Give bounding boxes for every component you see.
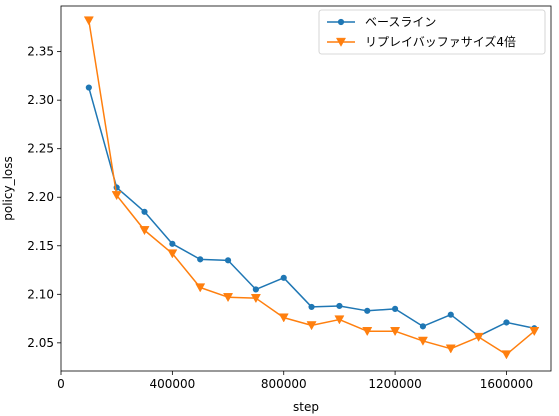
series-2-point	[334, 315, 345, 325]
series-1-point	[503, 319, 510, 326]
series-2-point	[278, 313, 289, 323]
series-2	[83, 16, 540, 360]
y-axis-label: policy_loss	[1, 156, 15, 221]
x-tick-label: 400000	[149, 377, 195, 391]
series-1-point	[419, 323, 427, 330]
x-tick-label: 1200000	[368, 377, 421, 391]
series-1-point	[364, 307, 371, 314]
series-2-point	[167, 249, 178, 259]
series-2-point	[473, 332, 484, 342]
series-1-point	[224, 257, 232, 264]
legend-item-1: ベースライン	[327, 15, 436, 29]
plot-frame	[60, 5, 552, 372]
x-tick-label: 0	[57, 377, 65, 391]
series-2-point	[306, 321, 317, 331]
series-2-point	[362, 327, 373, 337]
y-tick-label: 2.05	[27, 336, 54, 350]
series-2-point	[529, 327, 540, 337]
series-1-point	[197, 256, 204, 263]
series-2-point	[83, 16, 94, 26]
series-2-point	[501, 350, 512, 360]
series-2-point	[139, 226, 150, 236]
x-axis-label: step	[293, 400, 319, 414]
series-1-point	[169, 240, 176, 247]
legend-marker	[335, 37, 347, 47]
x-axis: 0 400000 800000 1200000 1600000	[57, 371, 533, 391]
y-tick-label: 2.30	[27, 93, 54, 107]
y-tick-label: 2.35	[27, 45, 54, 59]
y-tick-label: 2.20	[27, 190, 54, 204]
legend-box	[318, 9, 546, 55]
legend-label: ベースライン	[365, 15, 436, 29]
series-1-point	[141, 208, 148, 215]
x-tick-label: 800000	[261, 377, 307, 391]
series-1-point	[308, 303, 315, 311]
legend-item-2: リプレイバッファサイズ4倍	[327, 34, 516, 49]
y-tick-label: 2.15	[27, 239, 54, 253]
series-2-point	[223, 293, 234, 303]
series-1-point	[447, 311, 454, 318]
series-2-point	[390, 327, 401, 337]
series-1-point	[252, 286, 259, 293]
series-1-point	[280, 274, 287, 281]
legend-label: リプレイバッファサイズ4倍	[365, 34, 516, 49]
x-tick-label: 1600000	[480, 377, 533, 391]
series-2-point	[445, 344, 456, 354]
series-2-point	[195, 283, 206, 293]
series-2-point	[417, 336, 428, 346]
y-axis: 2.05 2.10 2.15 2.20 2.25 2.30 2.35	[27, 45, 61, 350]
series-1-point	[391, 305, 399, 312]
series-layer	[83, 16, 540, 360]
series-1-point	[85, 84, 92, 91]
series-1-point	[336, 302, 343, 310]
y-tick-label: 2.25	[27, 142, 54, 156]
legend-marker	[337, 18, 345, 26]
y-tick-label: 2.10	[27, 287, 54, 301]
series-2-point	[250, 294, 261, 304]
series-2-point	[111, 191, 122, 201]
